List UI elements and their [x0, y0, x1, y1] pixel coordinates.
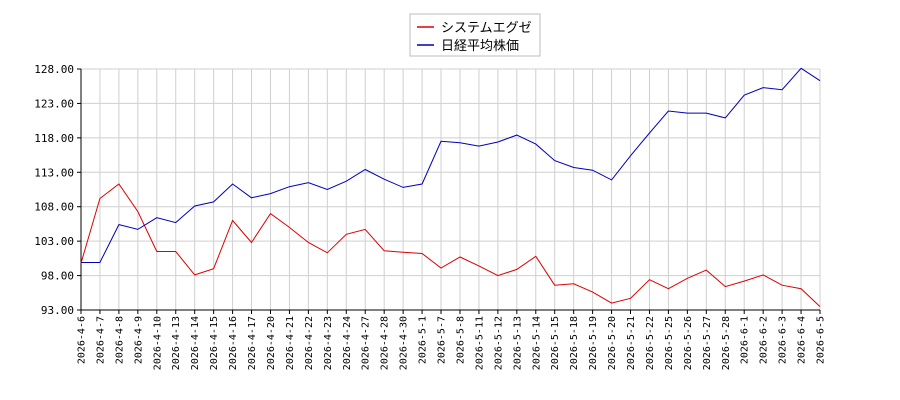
x-tick-label: 2026-4-20 [266, 316, 277, 370]
x-tick-label: 2026-5-22 [645, 316, 656, 370]
legend: システムエグゼ 日経平均株価 [409, 13, 541, 57]
series-lines [80, 67, 821, 307]
axes: 2026-4-6 2026-4-7 2026-4-8 2026-4-9 2026-4-1… [34, 63, 826, 370]
x-tick-label: 2026-5-19 [588, 316, 599, 370]
x-tick-label: 2026-6-3 [778, 316, 789, 364]
x-tick-label: 2026-5-18 [569, 316, 580, 370]
x-tick-label: 2026-5-12 [493, 316, 504, 370]
grid [80, 68, 821, 311]
x-tick-label: 2026-5-27 [702, 316, 713, 370]
x-tick-label: 2026-4-23 [323, 316, 334, 370]
y-tick-label: 118.00 [34, 132, 74, 145]
x-tick-label: 2026-4-17 [247, 316, 258, 370]
x-tick-label: 2026-4-13 [171, 316, 182, 370]
x-tick-label: 2026-4-16 [228, 316, 239, 370]
x-tick-label: 2026-4-7 [95, 316, 106, 364]
x-tick-label: 2026-4-24 [342, 316, 353, 370]
x-tick-label: 2026-5-13 [512, 316, 523, 370]
y-tick-label: 123.00 [34, 97, 74, 110]
y-tick-label: 128.00 [34, 63, 74, 76]
x-tick-label: 2026-4-28 [380, 316, 391, 370]
series-line-1 [80, 183, 821, 307]
x-tick-label: 2026-5-26 [683, 316, 694, 370]
legend-label-series-1: システムエグゼ [441, 21, 532, 36]
x-tick-label: 2026-5-25 [664, 316, 675, 370]
x-tick-label: 2026-4-15 [209, 316, 220, 370]
series-line-2 [81, 67, 821, 263]
legend-box [409, 13, 541, 57]
x-tick-label: 2026-4-22 [304, 316, 315, 370]
x-tick-label: 2026-4-10 [152, 316, 163, 370]
x-tick-label: 2026-4-6 [77, 316, 88, 364]
x-tick-label: 2026-4-21 [285, 316, 296, 370]
x-tick-label: 2026-5-11 [474, 316, 485, 370]
x-tick-label: 2026-5-1 [418, 316, 429, 364]
legend-label-series-2: 日経平均株価 [441, 39, 519, 54]
x-tick-label: 2026-4-8 [114, 316, 125, 364]
x-tick-label: 2026-4-9 [133, 316, 144, 364]
y-tick-label: 93.00 [41, 304, 74, 317]
x-tick-label: 2026-5-15 [550, 316, 561, 370]
x-tick-label: 2026-5-8 [455, 316, 466, 364]
x-tick-label: 2026-4-30 [399, 316, 410, 370]
x-tick-label: 2026-6-2 [759, 316, 770, 364]
x-tick-label: 2026-4-14 [190, 316, 201, 370]
x-tick-label: 2026-6-5 [816, 316, 827, 364]
x-tick-label: 2026-5-20 [607, 316, 618, 370]
y-tick-label: 103.00 [34, 235, 74, 248]
y-tick-label: 108.00 [34, 201, 74, 214]
x-tick-label: 2026-5-14 [531, 316, 542, 370]
x-tick-label: 2026-5-7 [437, 316, 448, 364]
x-tick-label: 2026-6-1 [740, 316, 751, 364]
x-tick-label: 2026-5-28 [721, 316, 732, 370]
y-tick-label: 113.00 [34, 166, 74, 179]
x-tick-label: 2026-6-4 [797, 316, 808, 364]
y-tick-label: 98.00 [41, 270, 74, 283]
x-tick-label: 2026-4-27 [361, 316, 372, 370]
x-tick-label: 2026-5-21 [626, 316, 637, 370]
